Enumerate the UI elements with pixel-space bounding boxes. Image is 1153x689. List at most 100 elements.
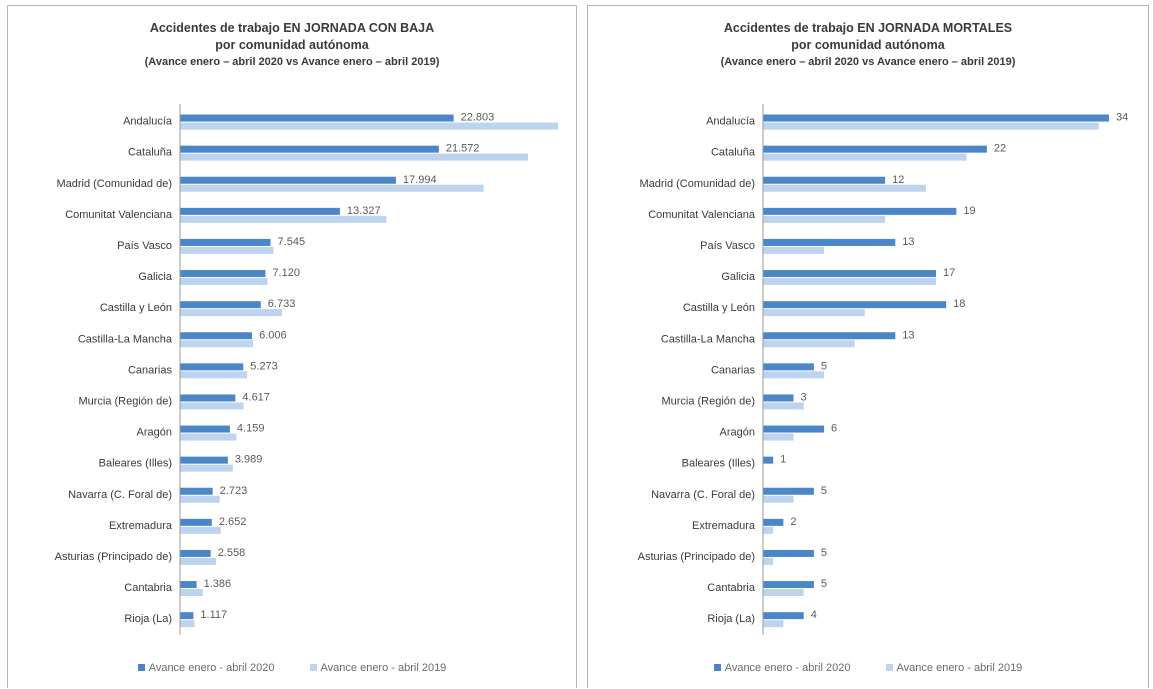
bar-2020-castilla-la-mancha: [180, 332, 253, 340]
chart-subtitle: (Avance enero – abril 2020 vs Avance ene…: [144, 56, 440, 68]
bar-2020-canarias: [763, 363, 814, 371]
data-label-2020-rioja-la: 4: [811, 609, 817, 621]
bar-2020-cantabria: [180, 581, 197, 589]
category-label-canarias: Canarias: [711, 364, 756, 376]
category-label-aragon: Aragón: [137, 427, 172, 439]
category-label-castilla-la-mancha: Castilla-La Mancha: [78, 333, 173, 345]
data-label-2020-andalucia: 34: [1116, 112, 1128, 124]
category-label-extremadura: Extremadura: [692, 520, 756, 532]
chart-panel-accidentes-con-baja: Accidentes de trabajo EN JORNADA CON BAJ…: [7, 5, 577, 688]
data-label-2020-navarra-c-foral-de: 2.723: [220, 485, 248, 497]
data-label-2020-aragon: 6: [831, 423, 837, 435]
data-label-2020-cantabria: 1.386: [204, 578, 232, 590]
bar-2020-madrid-comunidad-de: [763, 176, 886, 184]
category-label-comunitat-valenciana: Comunitat Valenciana: [648, 209, 756, 221]
bar-2020-asturias-principado-de: [763, 549, 814, 557]
bar-2020-pais-vasco: [763, 238, 896, 246]
data-label-2020-pais-vasco: 13: [902, 236, 914, 248]
bar-2020-comunitat-valenciana: [763, 207, 957, 215]
category-label-murcia-region-de: Murcia (Región de): [661, 395, 755, 407]
chart-title-line2: por comunidad autónoma: [791, 38, 945, 52]
data-label-2020-canarias: 5.273: [250, 360, 278, 372]
bar-2019-cataluna: [763, 153, 967, 161]
bar-2020-baleares-illes: [180, 456, 228, 464]
bar-2020-extremadura: [763, 518, 784, 526]
legend-swatch-2020: [137, 663, 145, 671]
bar-2019-extremadura: [180, 526, 221, 534]
category-label-rioja-la: Rioja (La): [707, 613, 755, 625]
bar-2020-aragon: [180, 425, 230, 433]
bar-2020-aragon: [763, 425, 825, 433]
bar-2019-madrid-comunidad-de: [763, 184, 926, 192]
category-label-cataluna: Cataluña: [128, 147, 173, 159]
legend-item-2020: Avance enero - abril 2020: [713, 662, 851, 674]
bar-2020-extremadura: [180, 518, 212, 526]
legend-swatch-2019: [885, 663, 893, 671]
bar-2019-pais-vasco: [763, 246, 825, 254]
legend-item-2019: Avance enero - abril 2019: [309, 662, 447, 674]
bar-2019-andalucia: [180, 122, 558, 130]
chart-title-line1: Accidentes de trabajo EN JORNADA MORTALE…: [723, 21, 1013, 35]
chart-panel-accidentes-mortales: Accidentes de trabajo EN JORNADA MORTALE…: [587, 5, 1149, 688]
bar-2019-galicia: [763, 278, 936, 286]
data-label-2020-canarias: 5: [821, 360, 827, 372]
category-label-galicia: Galicia: [721, 271, 756, 283]
bar-2019-andalucia: [763, 122, 1099, 130]
category-label-aragon: Aragón: [720, 427, 755, 439]
bar-2019-castilla-y-leon: [180, 309, 282, 317]
data-label-2020-murcia-region-de: 4.617: [242, 391, 270, 403]
bar-2019-cataluna: [180, 153, 528, 161]
bar-2020-andalucia: [180, 114, 454, 122]
data-label-2020-castilla-la-mancha: 6.006: [259, 329, 287, 341]
data-label-2020-andalucia: 22.803: [461, 112, 495, 124]
bar-2019-rioja-la: [180, 620, 195, 628]
chart-titles: Accidentes de trabajo EN JORNADA CON BAJ…: [8, 20, 576, 71]
bar-2019-galicia: [180, 278, 268, 286]
category-label-comunitat-valenciana: Comunitat Valenciana: [65, 209, 173, 221]
bar-2020-navarra-c-foral-de: [180, 487, 213, 495]
chart-subtitle: (Avance enero – abril 2020 vs Avance ene…: [720, 56, 1016, 68]
bar-2019-canarias: [763, 371, 825, 379]
category-label-navarra-c-foral-de: Navarra (C. Foral de): [651, 489, 755, 501]
category-label-canarias: Canarias: [128, 364, 173, 376]
data-label-2020-pais-vasco: 7.545: [278, 236, 306, 248]
category-label-castilla-y-leon: Castilla y León: [100, 302, 172, 314]
data-label-2020-madrid-comunidad-de: 12: [892, 174, 904, 186]
chart-title-line2: por comunidad autónoma: [215, 38, 369, 52]
bar-2019-rioja-la: [763, 620, 784, 628]
category-label-pais-vasco: País Vasco: [700, 240, 755, 252]
category-label-navarra-c-foral-de: Navarra (C. Foral de): [68, 489, 172, 501]
category-label-castilla-y-leon: Castilla y León: [683, 302, 755, 314]
bar-2019-castilla-la-mancha: [763, 340, 855, 348]
bar-2020-castilla-y-leon: [180, 301, 261, 309]
bar-2019-madrid-comunidad-de: [180, 184, 484, 192]
chart-title-line1: Accidentes de trabajo EN JORNADA CON BAJ…: [149, 21, 435, 35]
chart-titles: Accidentes de trabajo EN JORNADA MORTALE…: [588, 20, 1148, 71]
bar-2020-baleares-illes: [763, 456, 774, 464]
data-label-2020-murcia-region-de: 3: [801, 391, 807, 403]
legend-label-2020: Avance enero - abril 2020: [724, 662, 851, 674]
bar-2020-cantabria: [763, 581, 814, 589]
bar-2020-castilla-y-leon: [763, 301, 947, 309]
bar-2020-pais-vasco: [180, 238, 271, 246]
data-label-2020-aragon: 4.159: [237, 423, 265, 435]
chart-legend: Avance enero - abril 2020 Avance enero -…: [8, 662, 576, 674]
bar-2019-murcia-region-de: [763, 402, 804, 410]
bar-2019-aragon: [180, 433, 237, 441]
bar-2019-extremadura: [763, 526, 774, 534]
bar-2020-murcia-region-de: [763, 394, 794, 402]
category-label-andalucia: Andalucía: [123, 116, 173, 128]
legend-label-2019: Avance enero - abril 2019: [320, 662, 447, 674]
data-label-2020-rioja-la: 1.117: [200, 609, 227, 621]
bar-2019-murcia-region-de: [180, 402, 244, 410]
data-label-2020-asturias-principado-de: 2.558: [218, 547, 246, 559]
bar-2020-asturias-principado-de: [180, 549, 211, 557]
bar-chart-con-baja: Andalucía 22.803 Cataluña 21.572 Madrid (Com…: [55, 104, 558, 635]
category-label-madrid-comunidad-de: Madrid (Comunidad de): [56, 178, 172, 190]
data-label-2020-madrid-comunidad-de: 17.994: [403, 174, 437, 186]
data-label-2020-comunitat-valenciana: 13.327: [347, 205, 381, 217]
bar-2019-navarra-c-foral-de: [180, 495, 220, 503]
bar-2019-comunitat-valenciana: [180, 215, 387, 223]
legend-swatch-2019: [309, 663, 317, 671]
data-label-2020-extremadura: 2: [790, 516, 796, 528]
